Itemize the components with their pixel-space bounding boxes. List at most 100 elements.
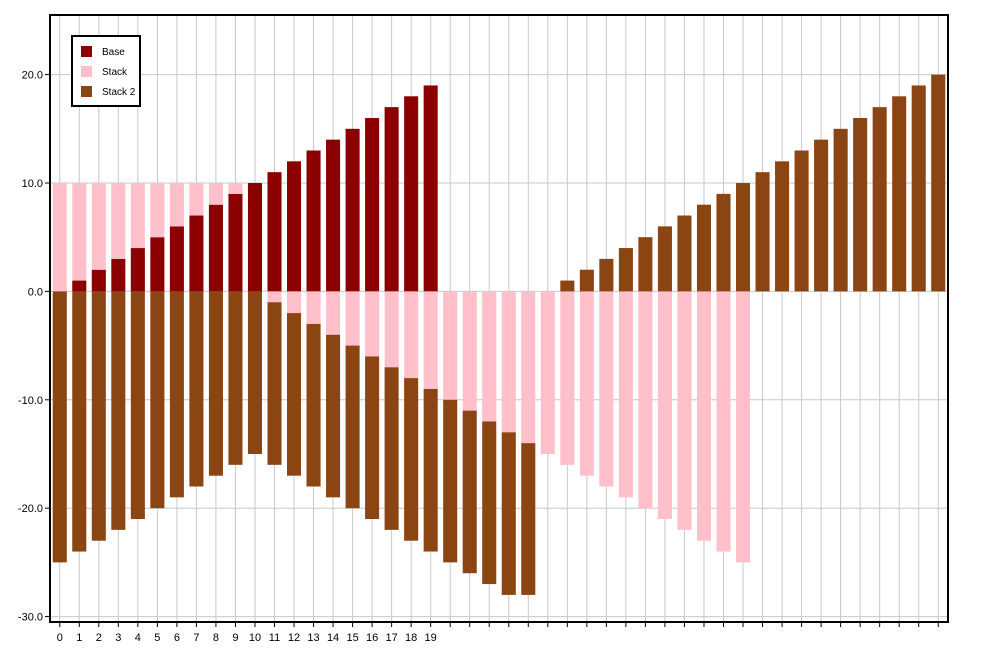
bar-stack-2 — [404, 378, 419, 541]
bar-stack — [599, 291, 614, 487]
x-tick-label: 17 — [386, 632, 398, 644]
bar-stack-2 — [853, 117, 868, 292]
bar-stack — [150, 183, 165, 238]
bar-stack-2 — [521, 443, 536, 595]
x-tick-label: 1 — [76, 632, 82, 644]
bar-stack-2 — [326, 334, 341, 498]
bar-stack — [326, 291, 341, 335]
bar-stack — [462, 291, 477, 411]
legend-swatch — [81, 86, 92, 97]
bar-stack — [365, 291, 380, 357]
x-tick-label: 16 — [366, 632, 378, 644]
y-tick-label: 20.0 — [22, 70, 43, 82]
bar-stack-2 — [638, 237, 653, 292]
bar-stack — [618, 291, 633, 498]
bar-base — [306, 150, 321, 292]
legend-label: Base — [102, 47, 125, 58]
x-tick-label: 11 — [269, 632, 280, 644]
bar-stack-2 — [130, 291, 145, 520]
y-axis: 20.0 10.0 0.0 -10.0 -20.0 -30.0 — [18, 70, 50, 624]
x-tick-label: 5 — [154, 632, 160, 644]
bar-stack-2 — [911, 85, 926, 292]
bar-stack-2 — [208, 291, 223, 476]
legend-label: Stack 2 — [102, 87, 136, 98]
bar-stack — [657, 291, 672, 520]
y-tick-label: 0.0 — [28, 286, 43, 298]
x-tick-label: 13 — [307, 632, 319, 644]
bar-stack-2 — [111, 291, 126, 530]
bar-stack — [540, 291, 555, 454]
bar-stack-2 — [52, 291, 67, 563]
bar-base — [345, 128, 360, 292]
bar-stack-2 — [618, 248, 633, 292]
bar-base — [130, 248, 145, 292]
legend-label: Stack — [102, 67, 128, 78]
bar-stack-2 — [72, 291, 87, 552]
bar-stack-2 — [892, 96, 907, 292]
bar-stack-2 — [91, 291, 106, 541]
bar-stack-2 — [833, 128, 848, 292]
legend-swatch — [81, 46, 92, 57]
bar-base — [150, 237, 165, 292]
bar-stack — [72, 183, 87, 281]
bar-base — [384, 107, 399, 292]
y-tick-label: -20.0 — [18, 503, 43, 515]
x-tick-label: 14 — [327, 632, 339, 644]
bar-stack-2 — [814, 139, 829, 292]
bar-stack-2 — [579, 269, 594, 292]
bar-stack-2 — [365, 356, 380, 520]
x-tick-label: 12 — [288, 632, 300, 644]
bar-stack — [696, 291, 712, 541]
bar-base — [208, 204, 223, 292]
x-tick-label: 19 — [425, 632, 437, 644]
bar-stack — [130, 183, 145, 249]
legend: Base Stack Stack 2 — [71, 35, 141, 107]
bar-stack-2 — [306, 323, 321, 487]
bar-base — [286, 161, 302, 292]
bar-stack — [52, 183, 67, 292]
bar-stack-2 — [443, 399, 458, 563]
y-tick-label: 10.0 — [22, 178, 43, 190]
bar-base — [267, 172, 282, 292]
y-tick-label: -10.0 — [18, 395, 43, 407]
bar-stack — [404, 291, 419, 379]
bar-stack-2 — [384, 367, 399, 530]
x-tick-label: 8 — [213, 632, 219, 644]
bar-stack-2 — [560, 280, 575, 292]
bar-stack-2 — [599, 258, 614, 292]
bar-stack — [521, 291, 536, 444]
bar-stack-2 — [755, 172, 770, 292]
bar-stack — [91, 183, 106, 270]
bar-stack — [228, 183, 243, 194]
bar-base — [228, 193, 243, 292]
x-tick-label: 10 — [249, 632, 261, 644]
x-tick-label: 18 — [405, 632, 417, 644]
bar-stack — [716, 291, 731, 552]
bar-stack — [443, 291, 458, 400]
bars — [52, 74, 946, 595]
bar-stack-2 — [775, 161, 790, 292]
bar-stack-2 — [150, 291, 165, 509]
plot-frame — [49, 14, 949, 623]
bar-stack-2 — [169, 291, 184, 498]
x-tick-label: 0 — [57, 632, 63, 644]
bar-stack — [501, 291, 516, 433]
bar-stack-2 — [696, 204, 712, 292]
bar-stack — [111, 183, 126, 259]
bar-stack-2 — [228, 291, 243, 465]
bar-base — [404, 96, 419, 292]
x-tick-label: 7 — [193, 632, 199, 644]
bar-stack — [345, 291, 360, 346]
bar-base — [189, 215, 204, 292]
bar-stack-2 — [872, 107, 887, 292]
bar-stack-2 — [794, 150, 809, 292]
bar-stack — [482, 291, 497, 422]
bar-stack — [423, 291, 438, 389]
bar-stack-2 — [501, 432, 516, 595]
bar-stack-2 — [716, 193, 731, 292]
bar-base — [72, 280, 87, 292]
bar-stack-2 — [286, 313, 302, 476]
bar-stack-2 — [247, 291, 263, 454]
x-tick-label: 2 — [96, 632, 102, 644]
